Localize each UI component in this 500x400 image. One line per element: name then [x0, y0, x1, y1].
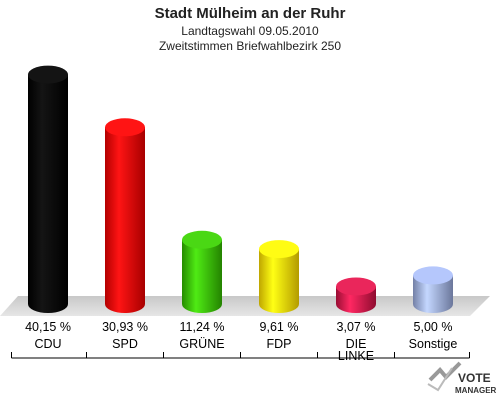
category-label: Sonstige: [409, 337, 458, 351]
bar-cdu: [28, 65, 68, 313]
bar-die-linke: [336, 277, 376, 313]
bar-body: [105, 127, 145, 313]
bar-gr-ne: [182, 230, 222, 313]
bar-sonstige: [413, 266, 453, 313]
logo-line-1: VOTE: [458, 371, 491, 385]
value-label: 3,07 %: [337, 320, 376, 334]
value-label: 5,00 %: [414, 320, 453, 334]
bar-body: [182, 239, 222, 313]
vote-manager-logo: VOTE MANAGER: [427, 361, 497, 395]
value-label: 30,93 %: [102, 320, 148, 334]
chart-subtitle-1: Landtagswahl 09.05.2010: [181, 24, 319, 38]
bar-top: [105, 118, 145, 137]
category-label: SPD: [112, 337, 138, 351]
bar-top: [182, 230, 222, 249]
bar-fdp: [259, 240, 299, 313]
bar-top: [259, 240, 299, 259]
bar-top: [28, 65, 68, 84]
value-label: 9,61 %: [260, 320, 299, 334]
chart-subtitle-2: Zweitstimmen Briefwahlbezirk 250: [159, 39, 341, 53]
category-label: CDU: [34, 337, 61, 351]
category-label: DIE LINKE: [338, 337, 374, 363]
bars-layer: [28, 65, 453, 313]
labels-layer: 40,15 % CDU 30,93 % SPD 11,24 % GRÜNE 9,61 % FD…: [25, 320, 457, 363]
checkmark-icon: [427, 361, 462, 392]
value-label: 11,24 %: [180, 320, 225, 334]
logo-line-2: MANAGER: [455, 386, 497, 395]
bar-top: [336, 277, 376, 296]
bar-body: [28, 74, 68, 313]
bar-body: [413, 275, 453, 313]
value-label: 40,15 %: [25, 320, 71, 334]
category-label: GRÜNE: [179, 337, 224, 351]
bar-top: [413, 266, 453, 285]
category-label: FDP: [267, 337, 292, 351]
bar-spd: [105, 118, 145, 313]
chart-title: Stadt Mülheim an der Ruhr: [155, 5, 346, 22]
category-axis: [11, 352, 470, 359]
bar-body: [259, 249, 299, 313]
